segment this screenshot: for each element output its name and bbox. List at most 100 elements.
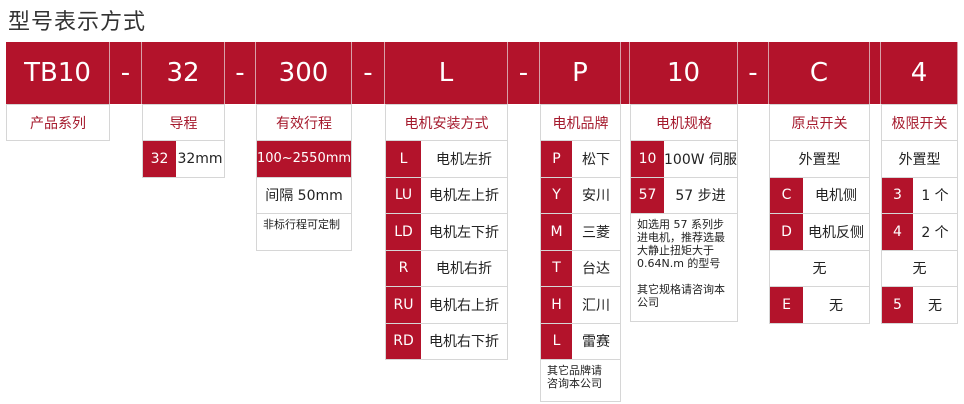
option-row: Y 安川 — [540, 176, 621, 214]
option-code: T — [541, 250, 572, 286]
option-row: 外置型 — [769, 140, 870, 178]
option-text: 电机右下折 — [429, 334, 499, 351]
option-row: H 汇川 — [540, 286, 621, 324]
option-row: L 雷赛 — [540, 322, 621, 360]
note-text: 如选用 57 系列步 进电机，推荐选最 大静止扭矩大于 0.64N.m 的型号 … — [630, 213, 738, 322]
column-label: 极限开关 — [881, 104, 958, 141]
option-code: LD — [386, 214, 421, 250]
option-row: L 电机左折 — [385, 140, 508, 178]
page-title: 型号表示方式 — [8, 10, 147, 35]
option-code: M — [541, 214, 572, 250]
option-code: 57 — [631, 177, 664, 213]
option-text: 三菱 — [582, 224, 610, 241]
option-row: C 电机侧 — [769, 176, 870, 214]
option-row: 32 32mm — [142, 140, 225, 178]
option-code: 4 — [882, 214, 913, 250]
option-text: 电机左折 — [436, 151, 492, 168]
option-code: 5 — [882, 287, 913, 323]
option-row: 间隔 50mm — [256, 176, 352, 214]
separator-dash: - — [225, 42, 256, 104]
option-row: LD 电机左下折 — [385, 213, 508, 251]
option-code: C — [770, 177, 803, 213]
option-code: 10 — [631, 141, 664, 177]
option-text: 57 步进 — [675, 188, 726, 205]
column-label: 原点开关 — [769, 104, 870, 141]
option-row: 57 57 步进 — [630, 176, 738, 214]
option-text: 2 个 — [921, 224, 949, 241]
header-code-300: 300 — [256, 42, 352, 104]
header-spacer — [870, 42, 881, 104]
option-row: 4 2 个 — [881, 213, 958, 251]
option-row: T 台达 — [540, 249, 621, 287]
option-code: D — [770, 214, 803, 250]
option-row: 无 — [769, 249, 870, 287]
option-text: 电机右折 — [436, 261, 492, 278]
header-code-l: L — [385, 42, 508, 104]
option-text: 32mm — [177, 150, 223, 167]
option-row: R 电机右折 — [385, 249, 508, 287]
option-text: 无 — [829, 297, 843, 314]
option-row: RD 电机右下折 — [385, 322, 508, 360]
option-text: 安川 — [582, 188, 610, 205]
option-code: LU — [386, 177, 421, 213]
option-text: 松下 — [582, 151, 610, 168]
option-text: 无 — [912, 261, 927, 278]
option-text: 电机右上折 — [429, 297, 499, 314]
option-code: R — [386, 250, 421, 286]
note-text: 其它品牌请 咨询本公司 — [540, 359, 621, 402]
separator-dash: - — [508, 42, 540, 104]
column-label: 产品系列 — [6, 104, 110, 141]
header-code-4: 4 — [881, 42, 958, 104]
option-text: 间隔 50mm — [265, 188, 343, 205]
option-row: D 电机反侧 — [769, 213, 870, 251]
option-row: 外置型 — [881, 140, 958, 178]
separator-dash: - — [352, 42, 385, 104]
column-label: 电机规格 — [630, 104, 738, 141]
option-row: P 松下 — [540, 140, 621, 178]
option-row: LU 电机左上折 — [385, 176, 508, 214]
option-code: RD — [386, 323, 421, 359]
separator-dash: - — [738, 42, 769, 104]
option-row: 无 — [881, 249, 958, 287]
column-label: 有效行程 — [256, 104, 352, 141]
option-code: 3 — [882, 177, 913, 213]
option-text: 汇川 — [582, 297, 610, 314]
option-text: 电机左下折 — [429, 224, 499, 241]
separator-dash: - — [110, 42, 142, 104]
header-spacer — [621, 42, 630, 104]
option-text: 台达 — [582, 261, 610, 278]
option-text: 无 — [928, 297, 942, 314]
option-text: 电机左上折 — [429, 188, 499, 205]
option-row: 100~2550mm — [256, 140, 352, 178]
option-code: 32 — [143, 141, 176, 177]
header-code-p: P — [540, 42, 621, 104]
option-text: 外置型 — [798, 151, 841, 168]
option-text: 无 — [812, 261, 827, 278]
option-row: RU 电机右上折 — [385, 286, 508, 324]
option-code: L — [541, 323, 572, 359]
column-label: 导程 — [142, 104, 225, 141]
note-text: 非标行程可定制 — [256, 213, 352, 251]
header-code-c: C — [769, 42, 870, 104]
option-text: 电机反侧 — [808, 224, 864, 241]
option-text: 雷赛 — [582, 334, 610, 351]
option-code: RU — [386, 287, 421, 323]
header-code-32: 32 — [142, 42, 225, 104]
option-row: 10 100W 伺服 — [630, 140, 738, 178]
option-text: 电机侧 — [815, 188, 857, 205]
column-label: 电机安装方式 — [385, 104, 508, 141]
option-code: P — [541, 141, 572, 177]
option-text: 100~2550mm — [256, 151, 352, 167]
option-text: 100W 伺服 — [664, 151, 738, 168]
option-code: H — [541, 287, 572, 323]
option-text: 外置型 — [898, 151, 941, 168]
header-code-10: 10 — [630, 42, 738, 104]
option-code: E — [770, 287, 803, 323]
column-label: 电机品牌 — [540, 104, 621, 141]
option-row: M 三菱 — [540, 213, 621, 251]
option-code: Y — [541, 177, 572, 213]
option-row: 3 1 个 — [881, 176, 958, 214]
header-code-tb10: TB10 — [6, 42, 110, 104]
